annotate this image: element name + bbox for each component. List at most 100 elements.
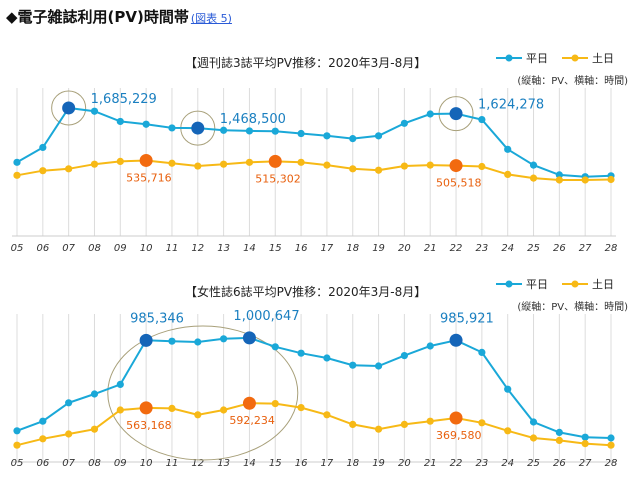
data-point xyxy=(323,411,331,419)
x-tick-label: 16 xyxy=(295,458,308,469)
x-tick-label: 16 xyxy=(295,243,308,254)
x-tick-label: 05 xyxy=(11,243,24,254)
axis-note: (縦軸：PV、横軸：時間) xyxy=(517,300,628,313)
x-tick-label: 12 xyxy=(191,243,204,254)
data-point xyxy=(13,427,21,435)
data-point xyxy=(400,119,408,127)
data-point xyxy=(349,165,357,173)
x-tick-label: 19 xyxy=(372,243,385,254)
data-point xyxy=(529,161,538,169)
x-tick-label: 23 xyxy=(476,243,489,254)
x-tick-label: 10 xyxy=(140,458,153,469)
legend-marker-0 xyxy=(505,54,513,62)
data-point xyxy=(349,361,357,369)
x-tick-label: 19 xyxy=(372,458,385,469)
x-tick-label: 24 xyxy=(501,458,514,469)
x-tick-label: 22 xyxy=(450,243,463,254)
data-point xyxy=(607,434,615,442)
highlight-point xyxy=(268,154,282,168)
data-label-weekend: 563,168 xyxy=(126,419,172,432)
figure-link[interactable]: (図表 5) xyxy=(190,12,232,25)
data-label-weekend: 369,580 xyxy=(436,429,482,442)
x-tick-label: 06 xyxy=(36,243,49,254)
data-point xyxy=(297,129,305,138)
data-point xyxy=(13,158,21,166)
data-point xyxy=(39,435,47,443)
data-label-weekday: 985,921 xyxy=(440,311,494,326)
data-label-weekday: 985,346 xyxy=(130,311,184,326)
highlight-point xyxy=(62,101,76,115)
x-tick-label: 17 xyxy=(321,458,334,469)
data-point xyxy=(116,117,124,126)
data-point xyxy=(555,436,563,444)
data-point xyxy=(374,166,383,174)
x-tick-label: 20 xyxy=(398,458,411,469)
x-tick-label: 21 xyxy=(424,243,437,254)
data-point xyxy=(297,349,305,357)
highlight-point xyxy=(139,153,153,167)
x-tick-label: 24 xyxy=(501,243,514,254)
highlight-point xyxy=(449,107,463,121)
data-point xyxy=(245,158,254,166)
x-tick-label: 26 xyxy=(553,458,566,469)
data-point xyxy=(271,343,279,351)
legend-label-1: 土日 xyxy=(592,278,614,291)
page-title: ◆電子雑誌利用(PV)時間帯 (図表 5) xyxy=(6,6,232,27)
data-point xyxy=(271,400,279,408)
data-point xyxy=(90,160,99,168)
legend-marker-1 xyxy=(571,54,579,62)
x-tick-label: 13 xyxy=(217,243,230,254)
data-point xyxy=(426,110,434,118)
data-point xyxy=(194,338,202,346)
highlight-point xyxy=(449,159,463,173)
x-tick-label: 27 xyxy=(579,458,592,469)
highlight-point xyxy=(139,333,153,347)
highlight-point xyxy=(242,331,256,345)
highlight-point xyxy=(139,401,153,415)
data-point xyxy=(426,342,434,350)
x-tick-label: 06 xyxy=(36,458,49,469)
data-point xyxy=(400,162,408,170)
data-point xyxy=(13,441,21,449)
data-point xyxy=(13,171,21,179)
data-point xyxy=(529,434,538,442)
data-point xyxy=(142,120,150,128)
chart-1: 【週刊誌3誌平均PV推移：2020年3月-8月】 平日 土日 (縦軸：PV、横軸：時間… xyxy=(11,52,628,254)
data-point xyxy=(555,176,563,184)
data-point xyxy=(555,428,563,436)
data-point xyxy=(194,411,202,419)
x-tick-label: 07 xyxy=(62,243,75,254)
data-point xyxy=(504,145,512,153)
data-point xyxy=(116,406,124,414)
data-point xyxy=(426,417,434,425)
data-label-weekday: 1,000,647 xyxy=(233,309,299,324)
data-point xyxy=(90,425,99,433)
data-point xyxy=(65,399,73,407)
highlight-point xyxy=(242,396,256,410)
chart-2: 【女性誌6誌平均PV推移：2020年3月-8月】 平日 土日 (縦軸：PV、横軸：時間… xyxy=(11,278,628,469)
x-tick-label: 27 xyxy=(579,243,592,254)
data-point xyxy=(297,404,305,412)
data-point xyxy=(271,127,279,135)
data-point xyxy=(245,127,254,135)
highlight-point xyxy=(449,411,463,425)
highlight-point xyxy=(191,121,205,135)
highlight-ellipse xyxy=(51,90,87,126)
x-tick-label: 25 xyxy=(527,458,540,469)
x-tick-label: 11 xyxy=(166,458,179,469)
x-tick-label: 07 xyxy=(62,458,75,469)
x-tick-label: 13 xyxy=(217,458,230,469)
x-tick-label: 05 xyxy=(11,458,24,469)
data-point xyxy=(607,175,615,184)
x-tick-label: 15 xyxy=(269,243,282,254)
data-point xyxy=(168,404,176,412)
x-tick-label: 09 xyxy=(114,243,127,254)
data-point xyxy=(374,362,383,370)
legend-marker-1 xyxy=(571,280,579,288)
data-point xyxy=(90,390,99,398)
data-point xyxy=(607,441,615,449)
legend-label-0: 平日 xyxy=(526,278,548,291)
data-point xyxy=(400,352,408,360)
data-label-weekday: 1,468,500 xyxy=(220,112,286,127)
data-point xyxy=(65,430,73,438)
